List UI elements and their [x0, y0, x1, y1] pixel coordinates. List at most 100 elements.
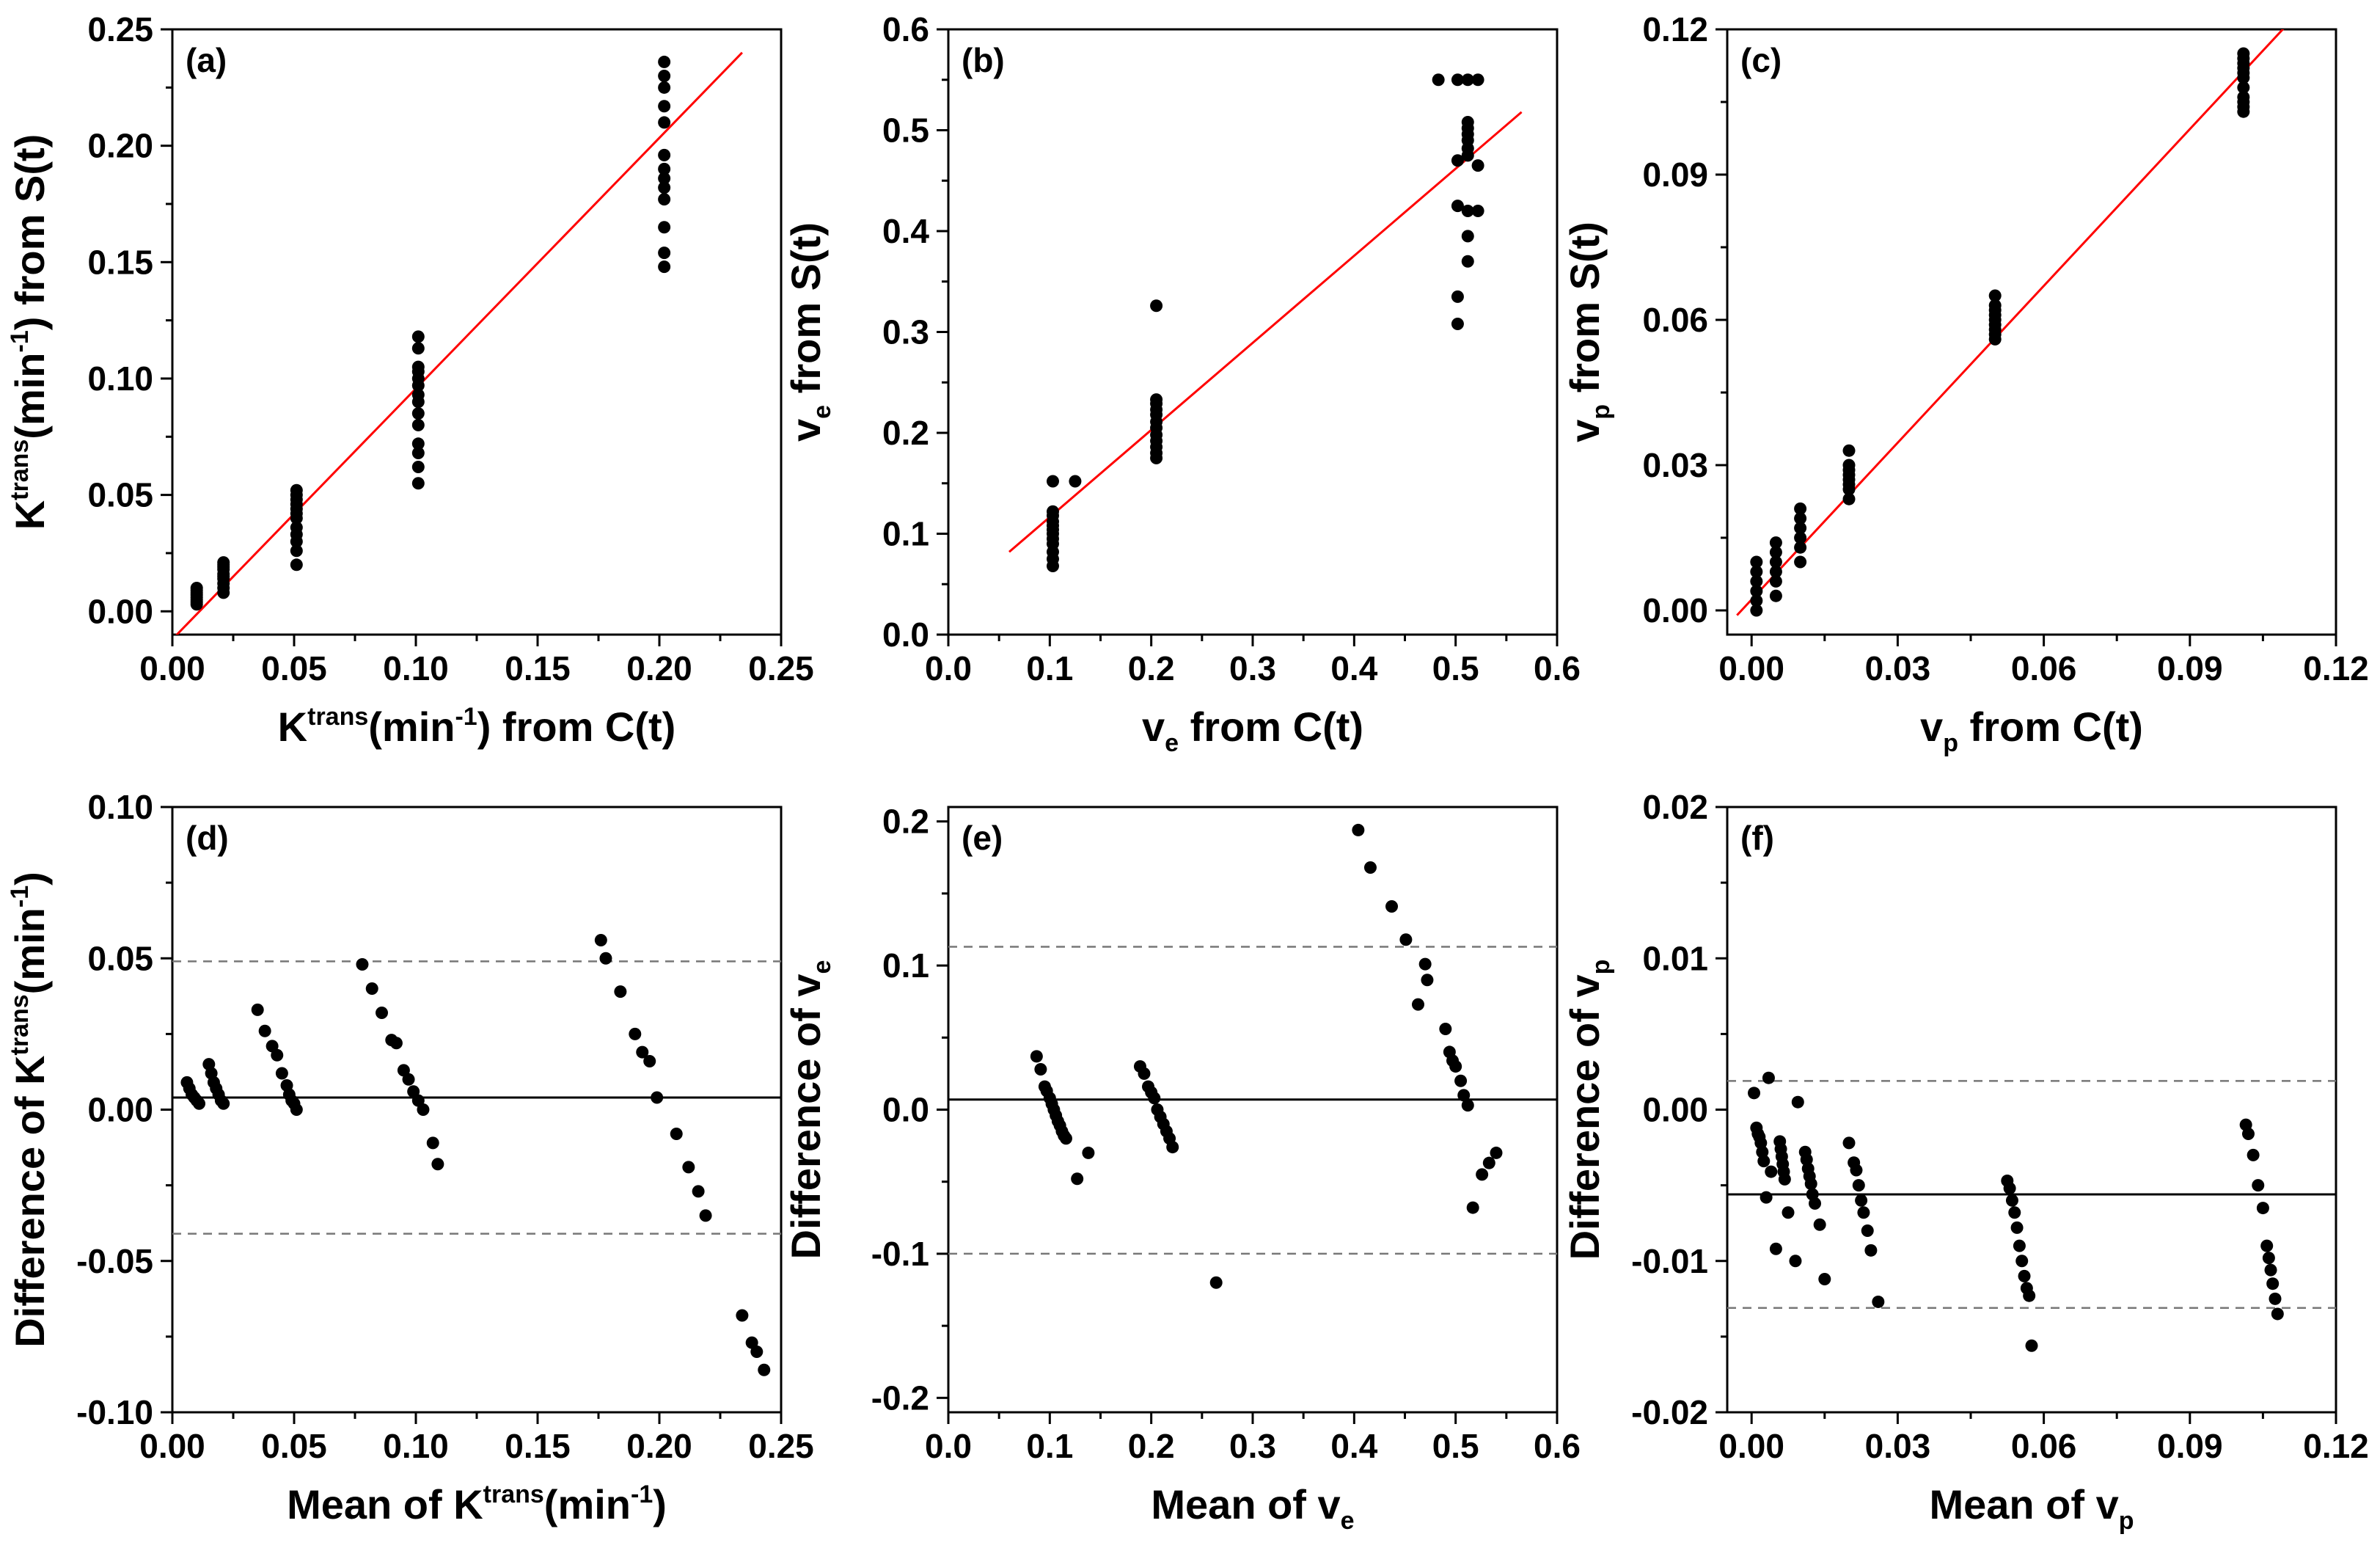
data-point [1352, 823, 1365, 836]
panel-label: (c) [1740, 41, 1782, 79]
y-axis-label: Difference of vp [1561, 960, 1615, 1260]
x-tick-label: 0.5 [1432, 1427, 1479, 1465]
y-tick-label: 0.1 [882, 515, 929, 553]
data-point [670, 1128, 683, 1140]
data-point [1760, 1191, 1773, 1204]
x-tick-label: 0.15 [505, 649, 571, 687]
data-point [411, 388, 425, 401]
data-point [431, 1158, 444, 1171]
y-tick-label: 0.1 [882, 946, 929, 985]
data-layer [948, 823, 1557, 1289]
y-tick-label: 0.06 [1642, 301, 1708, 339]
data-point [2269, 1292, 2282, 1305]
data-point [1791, 1095, 1804, 1109]
y-tick-label: -0.02 [1631, 1393, 1708, 1431]
data-layer [1008, 73, 1523, 572]
x-tick-label: 0.2 [1128, 1427, 1175, 1465]
y-tick-label: -0.05 [76, 1242, 153, 1280]
data-point [1855, 1194, 1868, 1207]
data-point [1872, 1295, 1885, 1308]
data-point [1461, 205, 1474, 217]
x-axis-label: vp from C(t) [1920, 704, 2143, 757]
y-tick-label: 0.2 [882, 803, 929, 841]
x-tick-label: 0.15 [505, 1427, 571, 1465]
data-point [1071, 1172, 1084, 1186]
y-tick-label: 0.25 [87, 10, 153, 48]
data-point [290, 544, 303, 558]
data-point [1451, 73, 1464, 87]
data-point [2256, 1202, 2269, 1215]
x-tick-label: 0.1 [1026, 1427, 1073, 1465]
data-point [1451, 290, 1464, 303]
x-tick-label: 0.00 [139, 1427, 205, 1465]
data-point [1769, 555, 1782, 569]
x-tick-label: 0.09 [2157, 649, 2223, 687]
panel-e: 0.0 0.1 0.2 0.3 0.4 0.5 0.6 -0.2 -0.1 0.0 0.1 0.2 (e… [783, 803, 1581, 1535]
data-point [1778, 1172, 1791, 1186]
panel-label: (e) [962, 819, 1003, 857]
data-point [1454, 1074, 1468, 1087]
data-point [658, 221, 671, 234]
plot-frame [171, 806, 783, 1414]
data-point [682, 1161, 695, 1174]
x-axis-label: Mean of ve [1151, 1481, 1354, 1535]
data-point [658, 181, 671, 194]
data-layer [175, 51, 743, 635]
data-point [251, 1003, 264, 1016]
data-point [1411, 998, 1424, 1011]
x-axis-label: Mean of vp [1929, 1481, 2134, 1535]
data-point [1850, 1164, 1863, 1177]
fit-line [175, 51, 743, 635]
x-tick-label: 0.12 [2303, 649, 2369, 687]
data-point [1769, 536, 1782, 550]
y-tick-label: 0.00 [87, 592, 153, 630]
data-point [614, 985, 627, 998]
data-point [1748, 1087, 1761, 1100]
data-point [365, 982, 378, 995]
y-tick-label: 0.09 [1642, 156, 1708, 194]
data-point [2013, 1239, 2026, 1252]
y-tick-label: 0.0 [882, 1091, 929, 1129]
data-point [1769, 1242, 1782, 1255]
data-point [1988, 289, 2002, 302]
y-tick-label: 0.2 [882, 414, 929, 452]
data-point [2260, 1239, 2274, 1252]
data-point [658, 162, 671, 175]
data-point [290, 483, 303, 497]
y-tick-label: -0.2 [871, 1379, 929, 1417]
data-point [2015, 1255, 2029, 1268]
data-point [758, 1363, 771, 1376]
x-tick-label: 0.6 [1534, 649, 1581, 687]
data-point [1813, 1218, 1826, 1231]
data-point [190, 596, 203, 609]
x-tick-label: 0.0 [925, 1427, 972, 1465]
data-point [1988, 299, 2002, 312]
panel-b: 0.0 0.1 0.2 0.3 0.4 0.5 0.6 0.0 0.1 0.2 0.3 0.4 0.5 0… [783, 10, 1581, 757]
data-point [411, 461, 425, 474]
y-tick-label: 0.00 [1642, 1091, 1708, 1129]
data-point [217, 556, 230, 569]
data-point [1769, 574, 1782, 588]
y-tick-label: 0.20 [87, 127, 153, 165]
data-point [658, 172, 671, 185]
y-tick-label: 0.00 [1642, 591, 1708, 629]
x-tick-label: 0.25 [748, 649, 814, 687]
data-point [411, 360, 425, 373]
x-tick-label: 0.4 [1330, 649, 1377, 687]
data-point [258, 1024, 271, 1037]
data-point [629, 1027, 642, 1040]
data-point [389, 1037, 403, 1050]
data-point [411, 342, 425, 355]
data-point [190, 582, 203, 595]
data-point [2264, 1263, 2277, 1277]
data-point [1069, 475, 1082, 488]
data-point [658, 55, 671, 68]
x-tick-label: 0.2 [1128, 649, 1175, 687]
data-point [1148, 1092, 1161, 1105]
data-point [1451, 154, 1464, 167]
data-point [1762, 1071, 1775, 1084]
data-point [1750, 565, 1763, 578]
y-axis-label: Ktrans(min-1) from S(t) [6, 134, 53, 530]
data-point [1439, 1023, 1452, 1035]
x-tick-label: 0.00 [1718, 649, 1784, 687]
